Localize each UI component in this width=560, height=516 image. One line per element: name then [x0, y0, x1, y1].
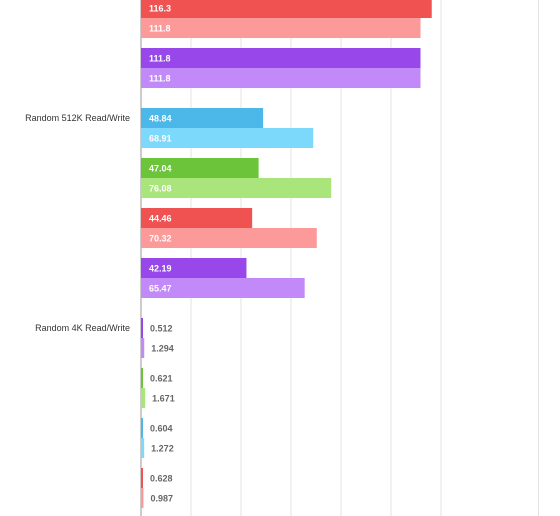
data-label: 111.8: [149, 24, 171, 34]
data-label: 68.91: [149, 134, 172, 144]
data-label: 0.987: [150, 494, 173, 504]
bar: [141, 388, 146, 408]
data-label: 65.47: [149, 284, 172, 294]
bar: [141, 488, 144, 508]
data-label: 0.604: [150, 424, 173, 434]
data-label: 42.19: [149, 264, 172, 274]
bar: [141, 278, 305, 298]
category-label: Random 4K Read/Write: [35, 323, 130, 333]
bar: [141, 48, 421, 68]
data-label: 47.04: [149, 164, 172, 174]
bar: [141, 338, 145, 358]
bar: [141, 158, 259, 178]
data-label: 0.512: [150, 324, 173, 334]
bar: [141, 208, 253, 228]
data-label: 1.671: [152, 394, 175, 404]
bar: [141, 468, 143, 488]
bar: [141, 68, 421, 88]
bar: [141, 0, 432, 18]
category-label: Random 512K Read/Write: [25, 113, 130, 123]
bar: [141, 438, 145, 458]
bar: [141, 18, 421, 38]
bar: [141, 128, 314, 148]
data-label: 76.08: [149, 184, 172, 194]
data-label: 0.628: [150, 474, 173, 484]
data-label: 0.621: [150, 374, 173, 384]
data-label: 44.46: [149, 214, 172, 224]
bar: [141, 368, 143, 388]
bar: [141, 258, 247, 278]
data-label: 48.84: [149, 114, 172, 124]
bar: [141, 108, 264, 128]
bar: [141, 228, 317, 248]
bar: [141, 178, 332, 198]
data-label: 116.3: [149, 4, 171, 14]
data-label: 1.272: [151, 444, 174, 454]
bar: [141, 418, 143, 438]
data-label: 1.294: [151, 344, 174, 354]
data-label: 111.8: [149, 74, 171, 84]
data-label: 70.32: [149, 234, 172, 244]
bar: [141, 318, 143, 338]
data-label: 111.8: [149, 54, 171, 64]
